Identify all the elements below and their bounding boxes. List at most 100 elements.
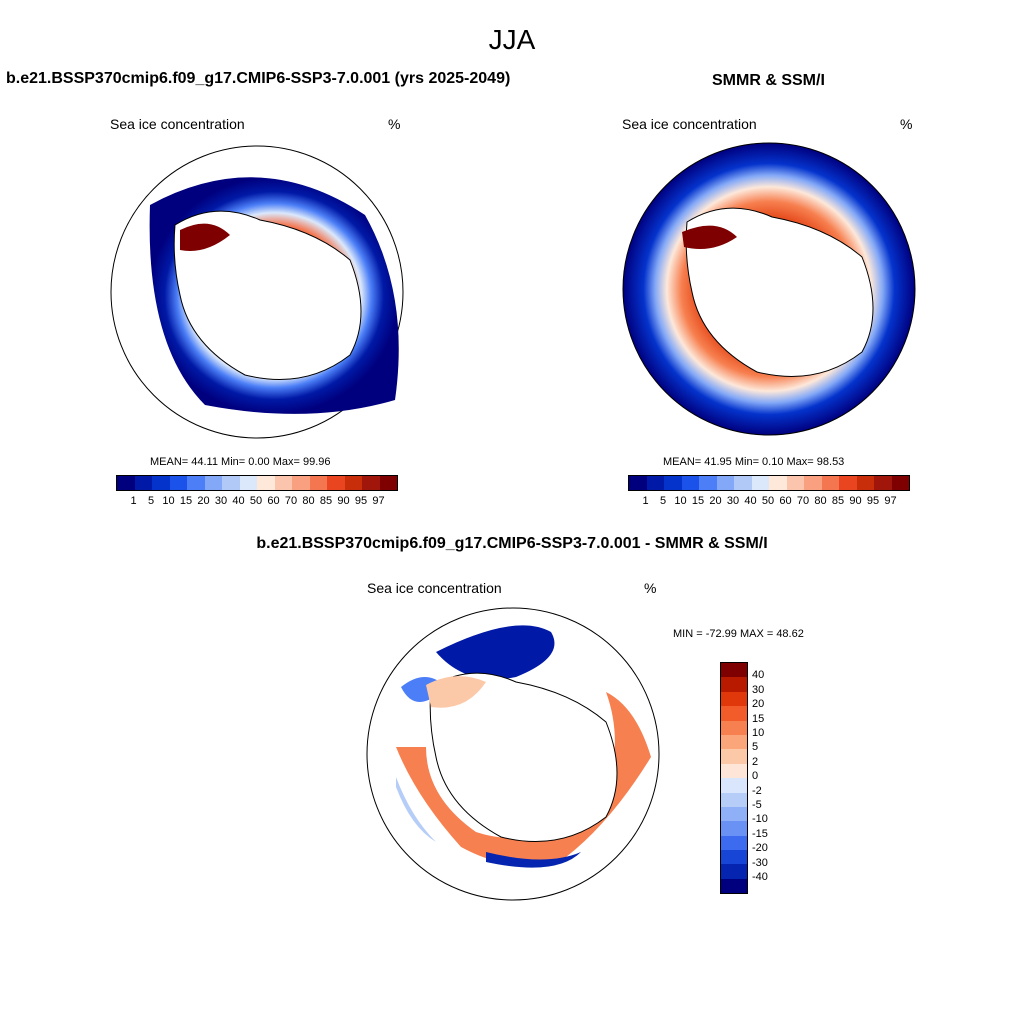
panel-3-map [366, 607, 660, 901]
colorbar-swatch [891, 476, 909, 490]
colorbar-tick-label: -15 [752, 827, 768, 840]
colorbar-swatch [204, 476, 222, 490]
colorbar-tick-label: 30 [726, 495, 740, 507]
colorbar-tick-label: -2 [752, 784, 762, 797]
colorbar-swatch [721, 749, 747, 764]
panel-1-units: % [388, 116, 401, 132]
colorbar-swatch [839, 476, 857, 490]
colorbar-tick-label: 1 [642, 495, 649, 507]
colorbar-tick-label: 97 [372, 495, 385, 507]
colorbar-tick-label: 10 [752, 727, 765, 739]
colorbar-tick-label: 85 [319, 495, 333, 507]
colorbar-tick-label: 85 [831, 495, 845, 507]
weddell-sea-ice [180, 223, 230, 251]
antarctica-land [685, 207, 874, 377]
panel-2-colorbar [628, 475, 910, 491]
colorbar-tick-label: 40 [744, 495, 757, 507]
colorbar-tick-label: 40 [752, 669, 765, 682]
colorbar-tick-label: 60 [267, 495, 280, 507]
colorbar-swatch [874, 476, 892, 490]
panel-2-stats: MEAN= 41.95 Min= 0.10 Max= 98.53 [663, 456, 845, 468]
colorbar-swatch [646, 476, 664, 490]
colorbar-tick-label: 80 [302, 495, 315, 507]
colorbar-tick-label: 95 [866, 495, 880, 507]
panel-2-units: % [900, 116, 913, 132]
colorbar-tick-label: 20 [752, 698, 765, 711]
colorbar-swatch [721, 806, 747, 822]
colorbar-swatch [629, 476, 647, 490]
antarctica-land [429, 672, 618, 842]
colorbar-tick-label: 15 [179, 495, 193, 507]
panel-1-title: b.e21.BSSP370cmip6.f09_g17.CMIP6-SSP3-7.… [6, 70, 511, 87]
colorbar-tick-label: -10 [752, 813, 768, 826]
colorbar-tick-label: -30 [752, 856, 768, 869]
colorbar-tick-label: 10 [674, 495, 687, 507]
negative-anomaly-south [486, 852, 581, 868]
colorbar-swatch [769, 476, 787, 490]
colorbar-tick-label: 20 [709, 495, 722, 507]
colorbar-swatch [751, 476, 769, 490]
colorbar-swatch [344, 476, 362, 490]
colorbar-tick-label: 80 [814, 495, 827, 507]
colorbar-swatch [169, 476, 187, 490]
panel-1-colorbar [116, 475, 398, 491]
panel-3-units: % [644, 580, 657, 596]
panel-3-title: b.e21.BSSP370cmip6.f09_g17.CMIP6-SSP3-7.… [256, 535, 768, 552]
colorbar-swatch [222, 476, 240, 490]
colorbar-tick-label: 97 [884, 495, 897, 507]
colorbar-swatch [134, 476, 152, 490]
colorbar-swatch [721, 778, 747, 793]
colorbar-tick-label: 40 [232, 495, 245, 507]
panel-1-map [110, 145, 404, 439]
weddell-anomaly [426, 676, 486, 708]
colorbar-tick-label: 30 [214, 495, 228, 507]
colorbar-swatch [721, 821, 747, 836]
colorbar-swatch [239, 476, 257, 490]
colorbar-tick-label: 2 [752, 755, 759, 768]
colorbar-swatch [681, 476, 699, 490]
panel-3-stats: MIN = -72.99 MAX = 48.62 [673, 628, 804, 640]
colorbar-swatch [117, 476, 135, 490]
colorbar-swatch [721, 864, 747, 879]
colorbar-tick-label: -5 [752, 799, 762, 811]
panel-2-title: SMMR & SSM/I [712, 72, 825, 89]
colorbar-swatch [152, 476, 170, 490]
colorbar-swatch [804, 476, 822, 490]
colorbar-swatch [664, 476, 682, 490]
colorbar-tick-label: -40 [752, 871, 768, 883]
panel-3-subtitle: Sea ice concentration [367, 580, 502, 596]
panel-2-subtitle: Sea ice concentration [622, 116, 757, 132]
panel-2-map [622, 142, 916, 436]
panel-1-subtitle: Sea ice concentration [110, 116, 245, 132]
colorbar-swatch [721, 663, 747, 678]
colorbar-tick-label: 60 [779, 495, 792, 507]
colorbar-tick-label: 95 [354, 495, 368, 507]
colorbar-swatch [257, 476, 275, 490]
colorbar-tick-label: 50 [249, 495, 263, 507]
colorbar-tick-label: 0 [752, 770, 759, 783]
colorbar-tick-label: 90 [337, 495, 350, 507]
colorbar-tick-label: 10 [162, 495, 175, 507]
colorbar-tick-label: 20 [197, 495, 210, 507]
colorbar-tick-label: 50 [761, 495, 775, 507]
colorbar-tick-label: 70 [796, 495, 810, 507]
colorbar-swatch [716, 476, 734, 490]
figure-title: JJA [488, 24, 536, 55]
antarctica-land [173, 210, 362, 380]
colorbar-swatch [721, 720, 747, 735]
colorbar-swatch [327, 476, 345, 490]
colorbar-swatch [379, 476, 397, 490]
colorbar-tick-label: 5 [147, 495, 155, 507]
colorbar-swatch [699, 476, 717, 490]
colorbar-tick-label: 70 [284, 495, 298, 507]
colorbar-swatch [856, 476, 874, 490]
colorbar-swatch [187, 476, 205, 490]
colorbar-tick-label: 90 [849, 495, 862, 507]
colorbar-swatch [721, 691, 747, 707]
colorbar-swatch [362, 476, 380, 490]
colorbar-swatch [721, 734, 747, 750]
colorbar-tick-label: 1 [130, 495, 137, 507]
colorbar-tick-label: 15 [691, 495, 705, 507]
colorbar-swatch [721, 677, 747, 692]
colorbar-tick-label: -20 [752, 842, 768, 855]
